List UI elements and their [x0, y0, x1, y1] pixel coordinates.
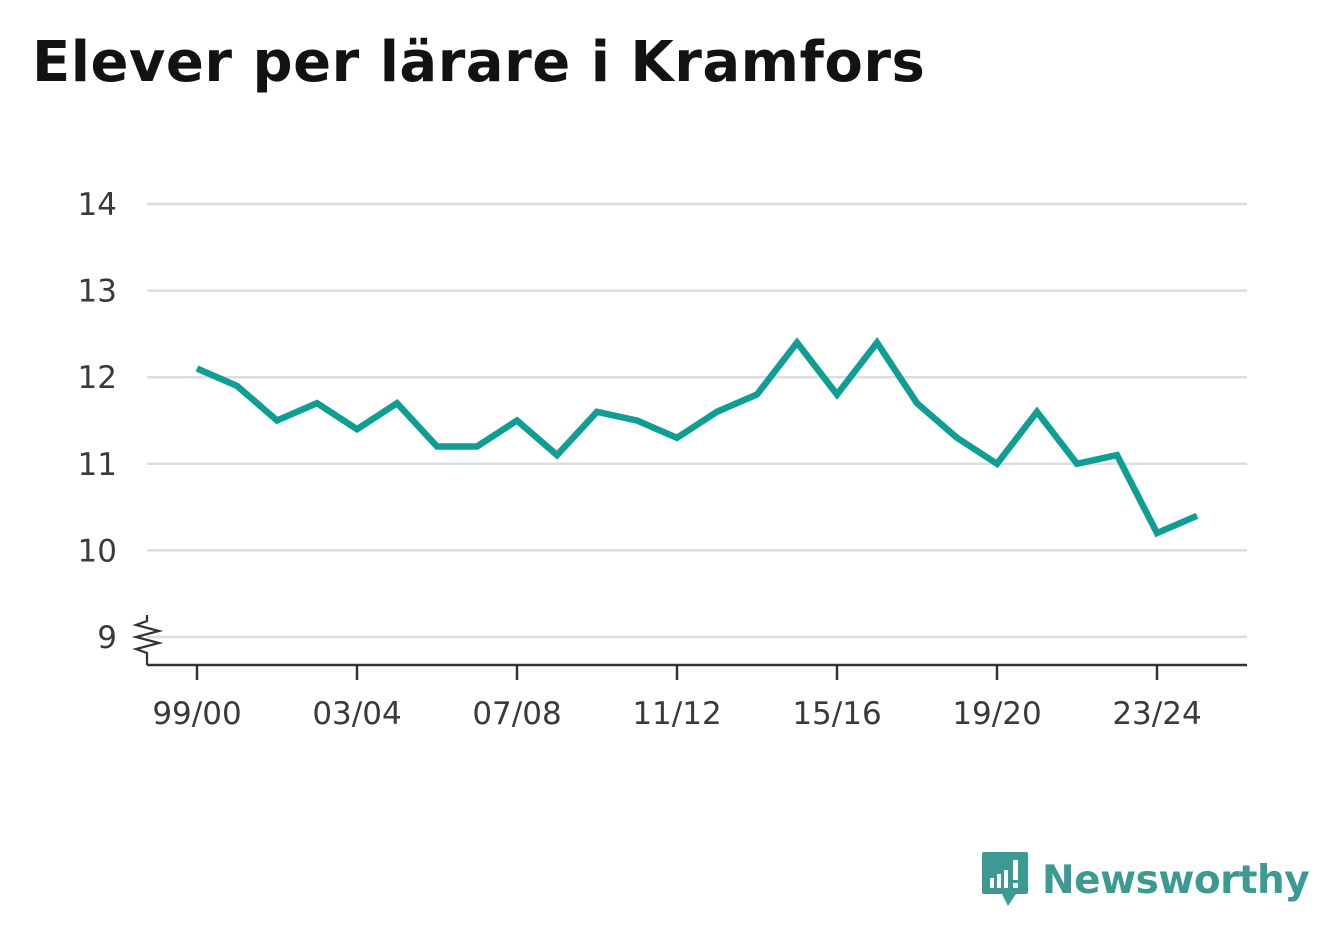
y-axis-break-marker	[131, 615, 164, 665]
y-tick-label: 11	[78, 447, 117, 483]
x-tick-label: 19/20	[952, 696, 1041, 732]
y-tick-label: 14	[78, 187, 117, 223]
y-tick-label: 13	[78, 274, 117, 310]
y-tick-label: 10	[78, 533, 117, 569]
y-tick-label: 12	[78, 360, 117, 396]
x-axis-labels: 99/00 03/04 07/08 11/12 15/16 19/20 23/24	[152, 696, 1201, 732]
y-tick-label: 9	[97, 620, 117, 656]
x-tick-label: 11/12	[632, 696, 721, 732]
x-tick-label: 23/24	[1112, 696, 1201, 732]
brand-name: Newsworthy	[1042, 857, 1310, 903]
x-tick-label: 03/04	[312, 696, 401, 732]
y-axis-labels: 9 10 11 12 13 14	[78, 187, 117, 656]
gridlines	[147, 202, 1247, 639]
newsworthy-logo-icon	[982, 852, 1028, 906]
x-tick-label: 15/16	[792, 696, 881, 732]
x-axis	[131, 615, 1247, 680]
brand-logo: Newsworthy	[980, 850, 1310, 910]
chart-title: Elever per lärare i Kramfors	[32, 30, 926, 95]
x-tick-label: 99/00	[152, 696, 241, 732]
x-tick-label: 07/08	[472, 696, 561, 732]
series-layer	[195, 337, 1199, 538]
series-line	[195, 337, 1199, 538]
